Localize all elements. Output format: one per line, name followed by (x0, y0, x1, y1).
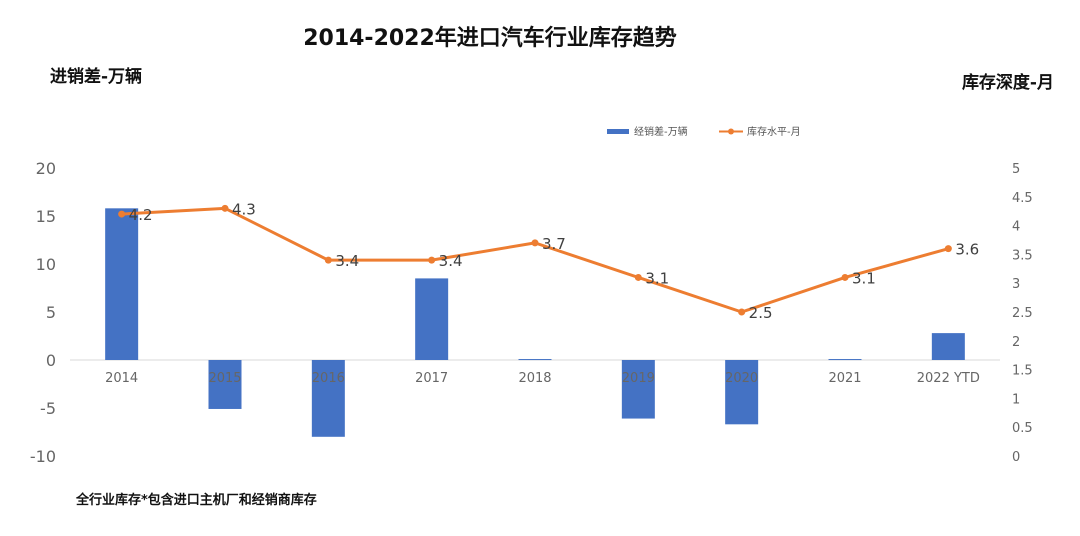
bar (311, 360, 345, 437)
right-axis-tick: 1 (1012, 392, 1020, 407)
legend-label-bar: 经销差-万辆 (634, 125, 688, 138)
data-label: 3.4 (439, 252, 463, 270)
legend-label-line: 库存水平-月 (747, 125, 801, 138)
right-axis-tick: 4 (1012, 220, 1020, 235)
legend: 经销差-万辆 库存水平-月 (607, 125, 801, 138)
x-axis-tick: 2021 (828, 371, 861, 386)
legend-swatch-marker (728, 128, 734, 135)
left-axis-tick: -5 (40, 399, 56, 418)
line-point (118, 210, 126, 218)
right-axis-unit-label: 库存深度-月 (961, 73, 1054, 93)
footnote: 全行业库存*包含进口主机厂和经销商库存 (76, 493, 317, 508)
bar (208, 360, 242, 409)
data-label: 3.1 (645, 269, 669, 287)
bar (518, 359, 552, 361)
right-axis-tick: 0.5 (1012, 421, 1033, 436)
right-axis-tick: 5 (1012, 162, 1020, 177)
right-axis-tick: 4.5 (1012, 191, 1033, 206)
left-axis-unit-label: 进销差-万辆 (50, 67, 143, 87)
left-axis-tick: 20 (36, 159, 56, 178)
line-point (738, 308, 746, 316)
left-axis-tick: 0 (46, 351, 56, 370)
x-axis-tick: 2019 (622, 371, 655, 386)
data-label: 2.5 (749, 304, 773, 322)
bar (621, 360, 655, 419)
x-axis-tick: 2016 (312, 371, 345, 386)
left-axis-tick: -10 (30, 447, 56, 466)
bar (415, 278, 449, 360)
data-label: 3.1 (852, 269, 876, 287)
line-point (531, 239, 539, 247)
line-path (121, 206, 949, 314)
data-label: 4.2 (129, 206, 153, 224)
right-axis-tick: 2.5 (1012, 306, 1033, 321)
bar (725, 360, 759, 425)
x-axis-tick: 2017 (415, 371, 448, 386)
left-axis-tick: 5 (46, 303, 56, 322)
legend-swatch-bar (607, 129, 629, 134)
bar (828, 359, 862, 361)
line-point (428, 256, 436, 264)
left-axis-tick: 15 (36, 207, 56, 226)
x-axis-tick: 2014 (105, 371, 138, 386)
x-axis-tick: 2018 (518, 371, 551, 386)
line-point (634, 273, 642, 281)
right-axis-tick: 3.5 (1012, 248, 1033, 263)
right-axis: 5 4.5 4 3.5 3 2.5 2 1.5 1 0.5 0 (1012, 162, 1033, 465)
x-axis-tick: 2020 (725, 371, 758, 386)
right-axis-tick: 0 (1012, 450, 1020, 465)
line-point (841, 273, 849, 281)
x-axis-tick: 2015 (208, 371, 241, 386)
bar-series (105, 208, 965, 437)
left-axis: 20 15 10 5 0 -5 -10 (30, 159, 56, 466)
chart-title: 2014-2022年进口汽车行业库存趋势 (303, 26, 677, 51)
right-axis-tick: 1.5 (1012, 364, 1033, 379)
right-axis-tick: 3 (1012, 277, 1020, 292)
data-label: 3.6 (955, 241, 979, 259)
data-label: 3.4 (335, 252, 359, 270)
line-point (221, 204, 229, 212)
left-axis-tick: 10 (36, 255, 56, 274)
line-series: 4.2 4.3 3.4 3.4 3.7 3.1 2.5 3.1 3.6 (118, 200, 979, 322)
data-label: 3.7 (542, 235, 566, 253)
x-axis-tick: 2022 YTD (917, 371, 980, 386)
line-point (324, 256, 332, 264)
line-point (944, 245, 952, 253)
bar (105, 208, 139, 360)
bar (931, 333, 965, 360)
x-axis: 2014 2015 2016 2017 2018 2019 2020 2021 2022 YTD (105, 371, 980, 386)
data-label: 4.3 (232, 200, 256, 218)
right-axis-tick: 2 (1012, 335, 1020, 350)
